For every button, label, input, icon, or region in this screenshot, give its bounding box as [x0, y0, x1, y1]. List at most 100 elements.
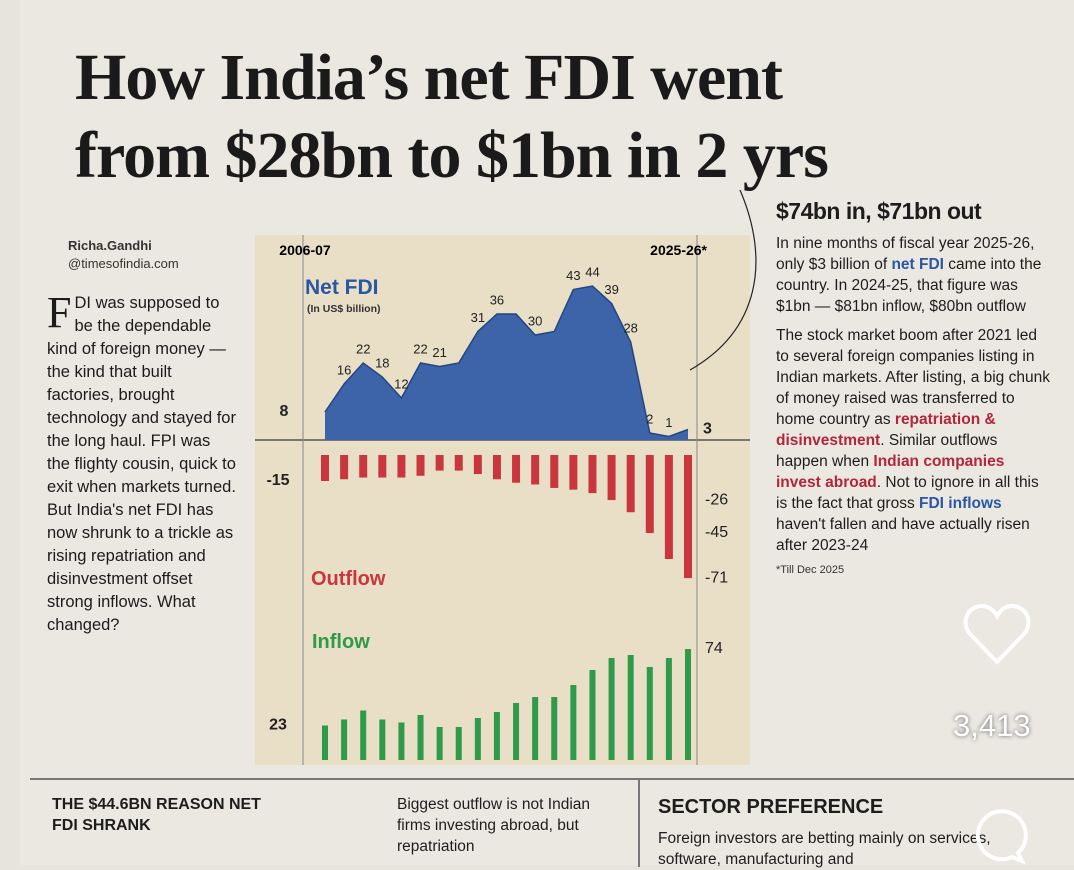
- story-text: Foreign investors are betting mainly on …: [658, 830, 991, 868]
- rule: [638, 780, 640, 867]
- text-run: . Similar outflows happen when: [776, 432, 998, 470]
- text-run: . Not to ignore in all this is the fact …: [776, 474, 1039, 512]
- area-fill: [325, 286, 688, 440]
- comment-button[interactable]: [968, 805, 1028, 865]
- bar: [645, 455, 654, 533]
- handle: @timesofindia.com: [68, 256, 179, 271]
- bar: [378, 455, 387, 478]
- bar: [341, 719, 348, 760]
- bar: [646, 667, 653, 760]
- data-label: -15: [266, 472, 289, 489]
- data-label: 39: [604, 282, 618, 297]
- bar: [416, 455, 425, 476]
- author: Richa.Gandhi: [68, 238, 152, 253]
- bar: [512, 455, 521, 483]
- bar: [398, 722, 405, 760]
- data-label: 2: [646, 411, 653, 426]
- bar: [685, 649, 691, 760]
- text-run: repatriation & disinvestment: [776, 411, 996, 449]
- footnote: *Till Dec 2025: [776, 564, 845, 576]
- bar: [665, 658, 672, 760]
- bar: [664, 455, 673, 559]
- connector: [689, 189, 757, 371]
- text-run: FDI inflows: [919, 495, 1002, 512]
- bar: [569, 455, 578, 490]
- x-label: 2025-26*: [650, 242, 707, 258]
- text-run: net FDI: [891, 256, 944, 273]
- bar: [340, 455, 349, 480]
- data-label: 1: [665, 415, 672, 430]
- data-label: 23: [269, 717, 287, 734]
- like-button[interactable]: [960, 600, 1034, 670]
- data-label: 36: [490, 292, 504, 307]
- sidebar-heading: $74bn in, $71bn out: [776, 198, 982, 224]
- paragraph: In nine months of fiscal year 2025-26, o…: [776, 233, 1051, 317]
- bar: [589, 670, 596, 760]
- data-label: 3: [703, 421, 712, 438]
- series-name: Inflow: [312, 631, 370, 653]
- data-label: 8: [280, 403, 289, 420]
- bar: [588, 455, 597, 494]
- data-label: 43: [566, 268, 580, 283]
- bar: [322, 725, 328, 760]
- data-label: 21: [432, 345, 446, 360]
- data-label: 74: [705, 640, 723, 657]
- bar: [492, 455, 501, 480]
- story-head: SECTOR PREFERENCE: [658, 796, 884, 818]
- paragraph: The stock market boom after 2021 led to …: [776, 325, 1051, 556]
- text-run: The stock market boom after 2021 led to …: [776, 327, 1050, 428]
- bar: [455, 727, 462, 760]
- chart-subtitle: (In US$ billion): [307, 303, 381, 315]
- data-label: 18: [375, 355, 389, 370]
- bar: [513, 703, 520, 760]
- data-label: 44: [585, 264, 599, 279]
- bar: [550, 455, 559, 488]
- bar: [435, 455, 444, 471]
- data-label: 30: [528, 313, 542, 328]
- bar: [627, 655, 634, 760]
- story-text: Biggest outflow is not Indian firms inve…: [397, 796, 591, 855]
- data-label: 28: [623, 320, 637, 335]
- bar: [684, 455, 692, 579]
- bar: [473, 455, 482, 475]
- text-run: Indian companies invest abroad: [776, 453, 1005, 491]
- bar: [436, 727, 443, 760]
- text-run: In nine months of fiscal year 2025-26, o…: [776, 235, 1035, 273]
- bar: [551, 697, 558, 760]
- bar: [570, 685, 577, 760]
- intro-text: FDI was supposed to be the dependable ki…: [47, 288, 236, 634]
- x-label: 2006-07: [279, 242, 331, 258]
- bar: [493, 712, 500, 760]
- sidebar-text: In nine months of fiscal year 2025-26, o…: [776, 233, 1051, 556]
- bar: [397, 455, 406, 478]
- bar: [359, 455, 368, 478]
- data-label: -45: [705, 524, 728, 541]
- data-label: 22: [413, 341, 427, 356]
- area-line: [324, 285, 689, 438]
- bar: [321, 455, 329, 481]
- headline: How India’s net FDI went: [75, 41, 783, 114]
- data-label: 22: [356, 341, 370, 356]
- bottom-strip: THE $44.6BN REASON NET FDI SHRANK Bigges…: [30, 778, 1074, 868]
- bar: [626, 455, 635, 513]
- series-name: Net FDI: [305, 276, 379, 299]
- sidebar: $74bn in, $71bn out In nine months of fi…: [776, 198, 1051, 576]
- text-run: haven't fallen and have actually risen a…: [776, 516, 1030, 554]
- bar: [454, 455, 463, 471]
- comment-icon[interactable]: [975, 809, 1028, 865]
- bar: [532, 697, 539, 760]
- bar: [474, 718, 481, 760]
- heart-icon[interactable]: [963, 603, 1031, 665]
- data-label: -26: [705, 491, 728, 508]
- data-label: 12: [394, 376, 408, 391]
- story-head: THE $44.6BN REASON NET FDI SHRANK: [52, 796, 261, 834]
- series-name: Outflow: [311, 568, 386, 590]
- data-label: -71: [705, 569, 728, 586]
- bar: [379, 719, 386, 760]
- bar: [360, 710, 367, 760]
- bar: [417, 715, 424, 760]
- headline: from $28bn to $1bn in 2 yrs: [75, 119, 829, 192]
- data-label: 16: [337, 362, 351, 377]
